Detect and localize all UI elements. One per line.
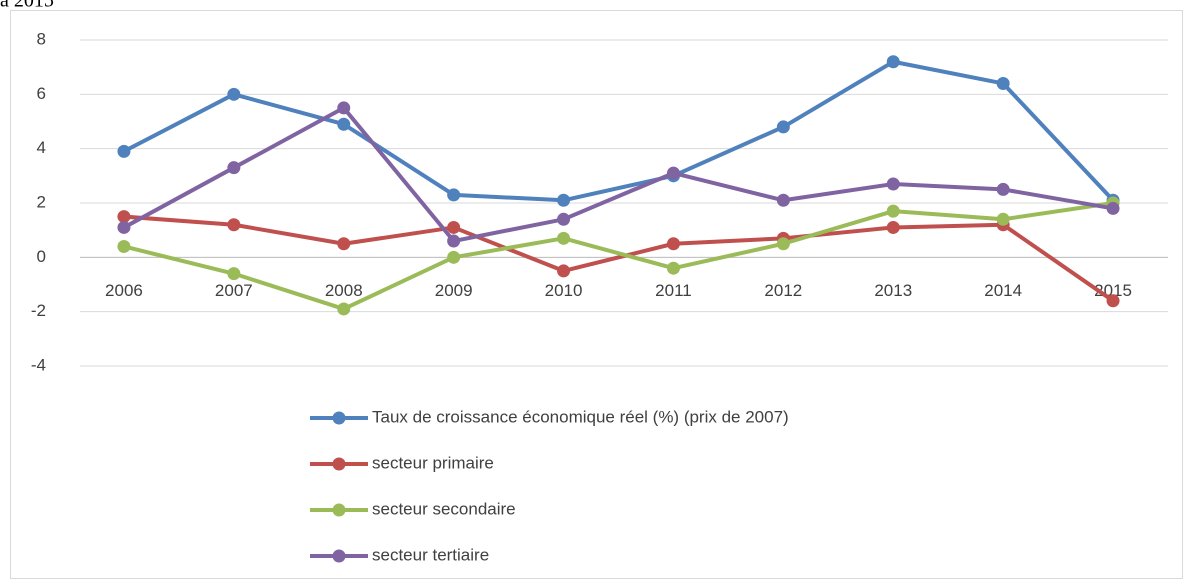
legend-label: Taux de croissance économique réel (%) (… — [372, 407, 789, 426]
data-point — [447, 220, 461, 234]
data-point — [1106, 294, 1120, 308]
y-tick-label: 2 — [37, 192, 46, 211]
legend-label: secteur secondaire — [372, 499, 516, 518]
y-tick-label: 0 — [37, 247, 46, 266]
data-point — [117, 210, 131, 224]
x-tick-label: 2006 — [105, 281, 143, 300]
data-point — [666, 166, 680, 180]
x-tick-label: 2008 — [325, 281, 363, 300]
data-point — [337, 237, 351, 251]
data-point — [447, 250, 461, 264]
legend-marker — [332, 457, 346, 471]
x-tick-label: 2013 — [874, 281, 912, 300]
data-point — [117, 239, 131, 253]
series-line — [123, 214, 1115, 303]
x-tick-label: 2011 — [655, 281, 692, 300]
data-point — [117, 220, 131, 234]
data-point — [337, 117, 351, 131]
data-point — [776, 120, 790, 134]
y-tick-label: -2 — [31, 301, 46, 320]
y-tick-label: 6 — [37, 84, 46, 103]
y-tick-label: 8 — [37, 29, 46, 48]
data-point — [996, 76, 1010, 90]
chart-title: à 2015 — [0, 0, 54, 12]
data-point — [337, 302, 351, 316]
legend-marker — [332, 549, 346, 563]
data-point — [227, 161, 241, 175]
data-point — [557, 231, 571, 245]
x-tick-label: 2012 — [764, 281, 802, 300]
data-point — [227, 218, 241, 232]
legend-label: secteur tertiaire — [372, 545, 489, 564]
data-point — [666, 237, 680, 251]
data-point — [557, 264, 571, 278]
data-point — [996, 212, 1010, 226]
data-point — [447, 188, 461, 202]
legend-marker — [332, 503, 346, 517]
data-point — [1106, 201, 1120, 215]
data-point — [886, 204, 900, 218]
data-point — [996, 182, 1010, 196]
data-point — [886, 177, 900, 191]
legend-marker — [332, 411, 346, 425]
data-point — [886, 55, 900, 69]
data-point — [557, 193, 571, 207]
x-tick-label: 2010 — [545, 281, 583, 300]
data-point — [557, 212, 571, 226]
series-line — [123, 201, 1114, 311]
data-point — [117, 144, 131, 158]
data-point — [227, 267, 241, 281]
x-tick-label: 2007 — [215, 281, 253, 300]
legend-label: secteur primaire — [372, 453, 494, 472]
y-tick-label: -4 — [31, 355, 46, 374]
data-point — [337, 101, 351, 115]
data-point — [776, 237, 790, 251]
data-point — [227, 87, 241, 101]
x-tick-label: 2014 — [984, 281, 1022, 300]
data-point — [776, 193, 790, 207]
series-line — [122, 105, 1114, 244]
x-tick-label: 2009 — [435, 281, 473, 300]
data-point — [886, 220, 900, 234]
data-point — [447, 234, 461, 248]
chart-frame — [10, 10, 1183, 579]
data-point — [666, 261, 680, 275]
y-tick-label: 4 — [37, 138, 46, 157]
series-line — [123, 59, 1115, 203]
